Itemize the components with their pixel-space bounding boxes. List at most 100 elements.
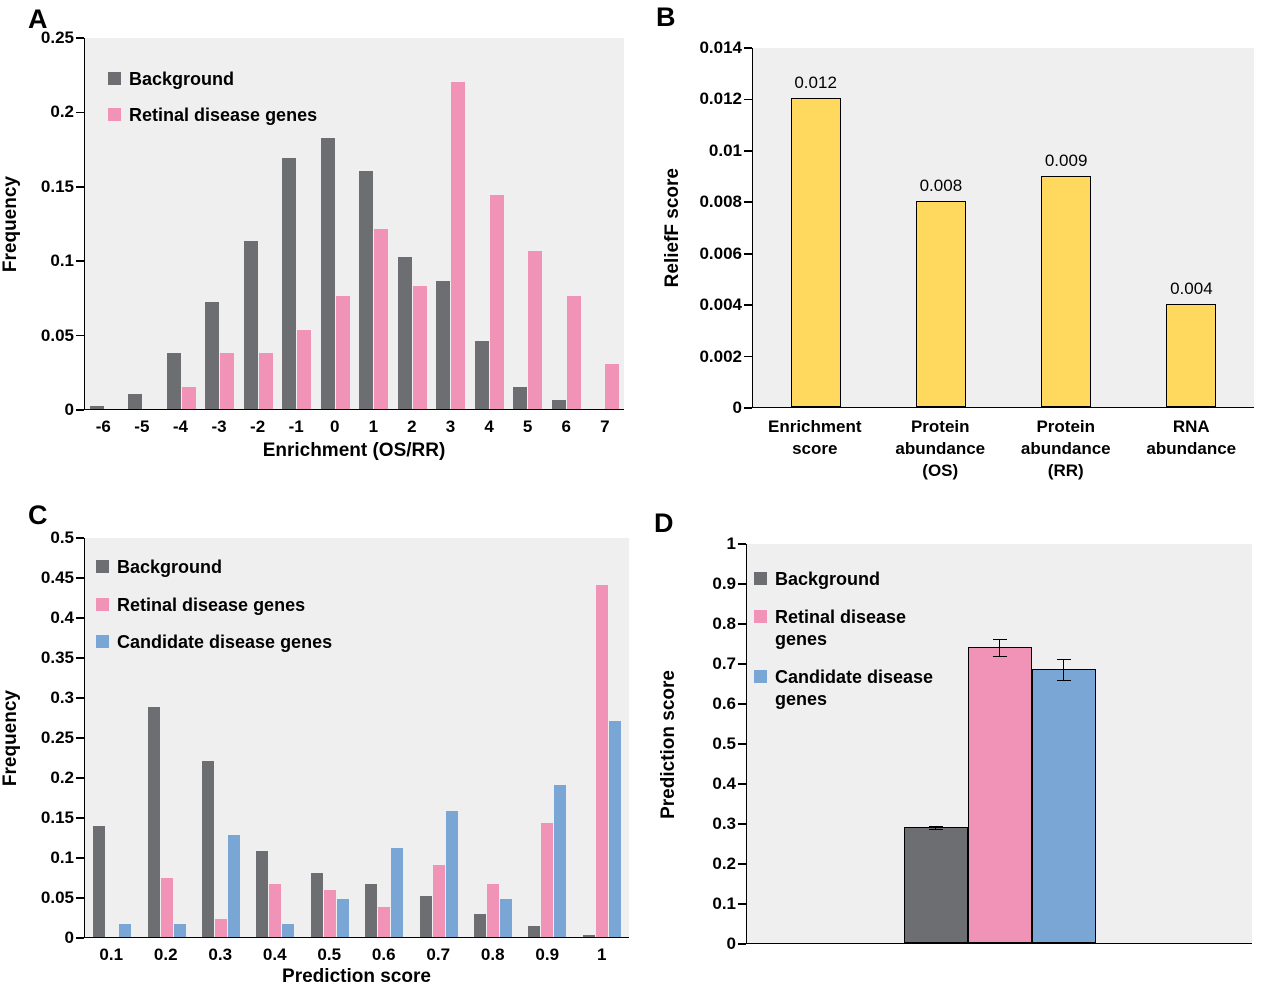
bar-group [316, 38, 355, 409]
legend-swatch-icon [96, 597, 109, 611]
y-tick-mark [744, 98, 752, 101]
legend-label: Background [775, 569, 881, 589]
bar [419, 896, 432, 937]
y-tick-mark [76, 897, 84, 899]
bar [310, 873, 323, 937]
y-tick-label: 0.006 [699, 243, 742, 263]
bar [258, 352, 273, 409]
bar [166, 352, 181, 409]
y-tick-mark [76, 334, 84, 337]
bar [228, 834, 241, 937]
y-tick-label: 0.25 [40, 28, 74, 47]
y-tick-mark [76, 111, 84, 114]
x-tick-label: -1 [288, 417, 304, 436]
legend-label: Retinal disease genes [117, 594, 306, 615]
bar [320, 138, 335, 409]
y-tick-label: 0.002 [699, 346, 742, 366]
y-tick-mark [76, 817, 84, 819]
x-tick-label: 1 [368, 417, 379, 436]
legend-swatch-icon [108, 107, 121, 121]
y-tick-label: 0.014 [699, 38, 742, 57]
bar [595, 585, 608, 937]
panel-b-label: B [656, 2, 676, 32]
y-tick-label: 0 [726, 934, 736, 953]
y-tick-label: 0.25 [40, 728, 74, 747]
legend-entry: Retinal disease genes [96, 594, 332, 617]
chart-prediction-frequency: Frequency 0 0.05 0.1 0.15 0.2 0.25 0.3 0.35 0.4 0.… [0, 492, 640, 985]
bar-value-label: 0.009 [1044, 150, 1088, 170]
y-tick-mark [738, 543, 746, 545]
legend: Background Retinal disease genes [108, 68, 317, 126]
y-tick-label: 0.01 [708, 140, 742, 160]
legend-label: Retinal disease genes [129, 104, 318, 125]
y-tick-mark [738, 863, 746, 865]
x-tick-label: Enrichment score [767, 417, 862, 459]
bar [903, 826, 968, 943]
y-tick-mark [744, 304, 752, 306]
x-tick-label: 0.2 [153, 945, 178, 964]
bar [1031, 658, 1096, 943]
y-tick-label: 0.1 [712, 894, 736, 913]
y-tick-mark [76, 937, 84, 939]
y-tick-label: 0.15 [40, 176, 74, 196]
legend-swatch-icon [96, 635, 109, 648]
y-tick-mark [744, 47, 752, 49]
bar-group: 0.009 [1004, 48, 1129, 407]
y-tick-label: 0 [64, 400, 74, 419]
legend-entry: Candidate disease genes [754, 666, 933, 711]
y-tick-label: 0.5 [50, 528, 74, 547]
y-tick-mark [76, 857, 84, 859]
bar [500, 899, 513, 937]
bar [474, 913, 487, 937]
bar-group [201, 38, 240, 409]
x-tick-label: RNA abundance [1146, 417, 1237, 459]
y-tick-label: 0.3 [50, 688, 74, 707]
y-tick-label: 1 [726, 534, 736, 553]
x-tick-label: 6 [561, 417, 571, 436]
y-tick-mark [744, 355, 752, 358]
x-tick-label: -2 [250, 417, 266, 436]
y-tick-label: 0.9 [712, 574, 736, 593]
bar-group [586, 38, 625, 409]
bar-group [520, 538, 574, 937]
bar-group [547, 38, 586, 409]
y-tick-label: 0 [64, 928, 74, 947]
bar [513, 386, 528, 409]
bar: 0.009 [1041, 151, 1092, 407]
plot-area: 0.012 0.008 0.009 0.004 [752, 48, 1254, 408]
bar [89, 406, 104, 409]
error-bar [1056, 658, 1071, 682]
x-tick-label: 0.5 [317, 945, 342, 964]
bar-group [466, 538, 520, 937]
y-tick-mark [738, 583, 746, 585]
y-tick-label: 0.5 [712, 734, 736, 753]
bar [489, 194, 504, 409]
y-tick-mark [738, 743, 746, 745]
y-tick-label: 0.4 [50, 608, 74, 627]
bar [220, 352, 235, 409]
legend-entry: Retinal disease genes [108, 104, 317, 127]
bar-group [194, 538, 248, 937]
y-tick-label: 0.2 [50, 768, 74, 787]
bar [128, 394, 143, 409]
x-tick-label: -6 [95, 417, 111, 436]
y-tick-label: 0.1 [50, 251, 74, 271]
bar [554, 785, 567, 937]
panel-b: B ReliefF score 0.012 0.008 0.009 0.004 0 0.00… [640, 0, 1280, 492]
y-tick-mark [76, 777, 84, 779]
bar [365, 884, 378, 937]
x-tick-label: Protein abundance (OS) [895, 417, 986, 481]
y-tick-label: 0.1 [50, 848, 74, 867]
legend-swatch-icon [754, 669, 767, 683]
bar-group [278, 38, 317, 409]
plot-area [84, 538, 629, 938]
x-tick-label: -3 [211, 417, 227, 436]
y-tick-mark [744, 150, 752, 152]
y-tick-mark [76, 537, 84, 539]
y-tick-mark [744, 407, 752, 409]
legend-entry: Background [108, 68, 317, 91]
bar-group [139, 538, 193, 937]
legend-swatch-icon [96, 560, 109, 573]
bar [608, 721, 621, 937]
bar-group: 0.012 [753, 48, 878, 407]
